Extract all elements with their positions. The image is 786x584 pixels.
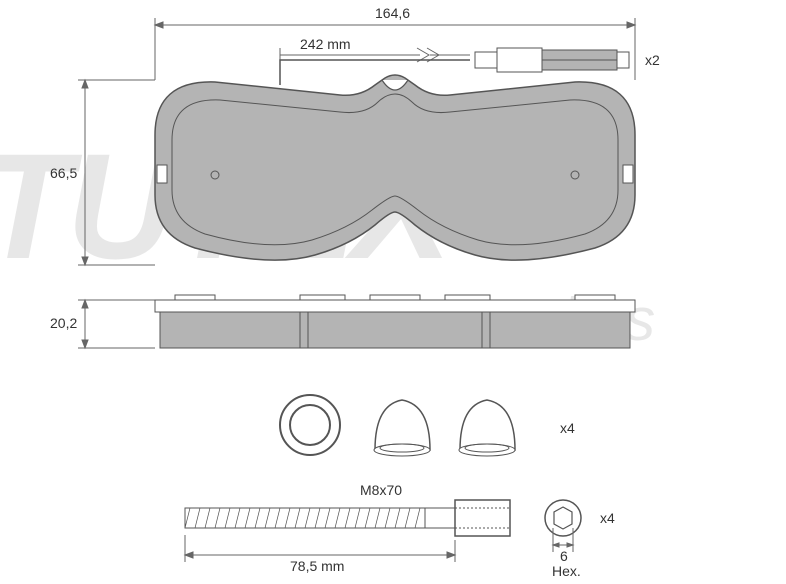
dim-width-label: 164,6: [375, 5, 410, 21]
dim-hex-size: 6: [560, 548, 568, 564]
bolt-side-view: [185, 500, 510, 536]
dim-bolt-spec-label: M8x70: [360, 482, 402, 498]
qty-connector: x2: [645, 52, 660, 68]
dim-thickness-label: 20,2: [50, 315, 77, 331]
dim-wire-label: 242 mm: [300, 36, 351, 52]
caps-set: [280, 395, 515, 456]
dim-height-label: 66,5: [50, 165, 77, 181]
dim-bolt-length-label: 78,5 mm: [290, 558, 344, 574]
brake-pad-side-view: [155, 295, 635, 348]
connector-icon: [475, 48, 629, 72]
brake-pad-face-view: [155, 60, 635, 260]
dim-hex-label: Hex.: [552, 563, 581, 579]
qty-caps: x4: [560, 420, 575, 436]
bolt-head-front: [545, 500, 581, 536]
qty-bolts: x4: [600, 510, 615, 526]
